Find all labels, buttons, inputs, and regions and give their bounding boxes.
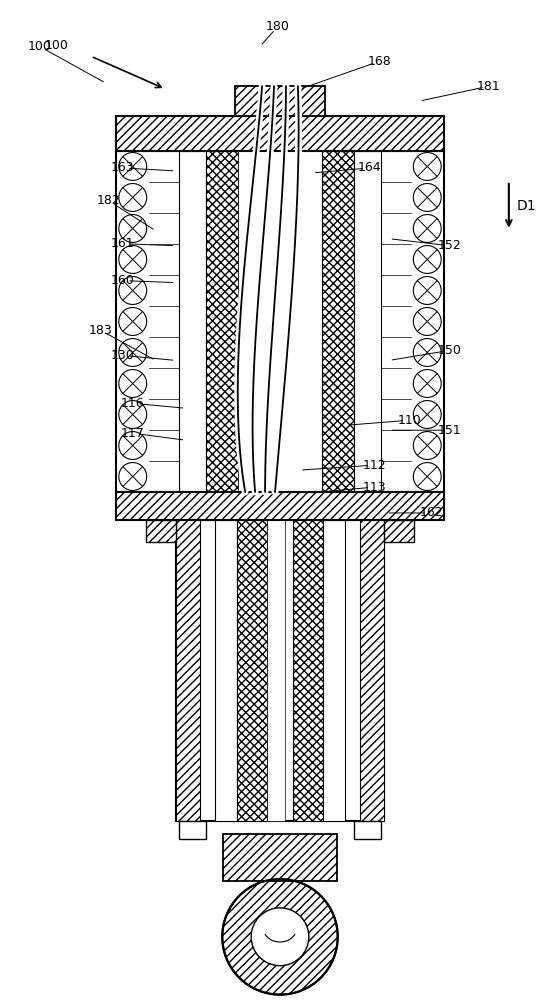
Circle shape bbox=[413, 184, 441, 211]
Circle shape bbox=[119, 339, 147, 366]
Circle shape bbox=[119, 277, 147, 304]
Text: D1: D1 bbox=[517, 199, 536, 213]
Circle shape bbox=[413, 339, 441, 366]
Circle shape bbox=[413, 463, 441, 490]
Text: 183: 183 bbox=[89, 324, 113, 337]
Text: 100: 100 bbox=[44, 39, 68, 52]
Bar bbox=[215, 520, 237, 821]
Text: 162: 162 bbox=[420, 506, 443, 519]
Text: 168: 168 bbox=[368, 55, 391, 68]
Bar bbox=[354, 821, 382, 839]
Bar bbox=[146, 520, 176, 542]
Bar bbox=[238, 151, 322, 492]
Circle shape bbox=[251, 908, 309, 966]
Bar bbox=[384, 520, 415, 542]
Text: 160: 160 bbox=[111, 274, 134, 287]
Bar bbox=[179, 151, 206, 492]
Bar bbox=[179, 821, 206, 839]
Bar bbox=[116, 116, 444, 151]
Circle shape bbox=[119, 463, 147, 490]
Circle shape bbox=[413, 277, 441, 304]
Circle shape bbox=[413, 308, 441, 335]
Text: 100: 100 bbox=[27, 40, 51, 53]
Bar bbox=[354, 151, 382, 492]
Circle shape bbox=[413, 401, 441, 428]
Bar bbox=[223, 834, 336, 881]
Text: 112: 112 bbox=[363, 459, 386, 472]
Bar bbox=[237, 520, 267, 821]
Bar bbox=[267, 520, 285, 821]
Bar bbox=[323, 520, 345, 821]
Bar bbox=[176, 520, 200, 821]
Text: 151: 151 bbox=[437, 424, 461, 437]
Circle shape bbox=[413, 432, 441, 459]
Text: 180: 180 bbox=[266, 20, 290, 33]
Text: 117: 117 bbox=[121, 427, 145, 440]
Circle shape bbox=[119, 432, 147, 459]
Text: 150: 150 bbox=[437, 344, 461, 357]
Bar bbox=[235, 86, 325, 116]
Text: 113: 113 bbox=[363, 481, 386, 494]
Text: 116: 116 bbox=[121, 397, 145, 410]
Text: 130: 130 bbox=[111, 349, 134, 362]
Text: 161: 161 bbox=[111, 237, 134, 250]
Bar bbox=[206, 151, 238, 492]
Circle shape bbox=[119, 153, 147, 180]
Circle shape bbox=[413, 153, 441, 180]
Text: 152: 152 bbox=[437, 239, 461, 252]
Text: 163: 163 bbox=[111, 161, 134, 174]
Circle shape bbox=[119, 401, 147, 428]
Bar bbox=[176, 520, 384, 821]
Text: 181: 181 bbox=[477, 80, 501, 93]
Bar bbox=[116, 492, 444, 520]
Circle shape bbox=[413, 215, 441, 242]
Circle shape bbox=[413, 370, 441, 397]
Bar bbox=[359, 520, 384, 821]
Text: 182: 182 bbox=[97, 194, 121, 207]
Bar bbox=[322, 151, 354, 492]
Circle shape bbox=[413, 246, 441, 273]
Text: 164: 164 bbox=[358, 161, 381, 174]
Circle shape bbox=[119, 308, 147, 335]
Text: 110: 110 bbox=[397, 414, 421, 427]
Circle shape bbox=[119, 246, 147, 273]
Bar bbox=[293, 520, 323, 821]
Circle shape bbox=[222, 879, 338, 995]
Bar bbox=[116, 151, 444, 492]
Circle shape bbox=[119, 215, 147, 242]
Circle shape bbox=[119, 370, 147, 397]
Circle shape bbox=[119, 184, 147, 211]
